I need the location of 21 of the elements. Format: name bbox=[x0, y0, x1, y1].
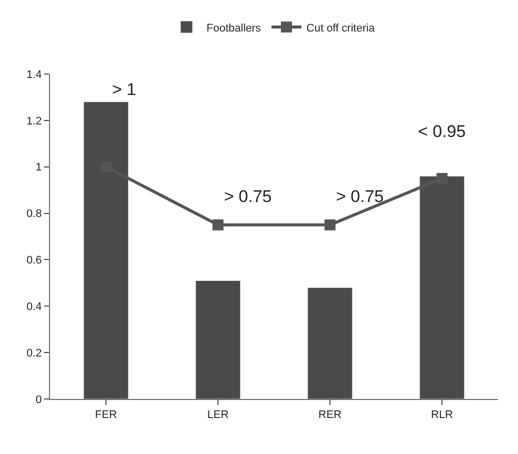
annotation: < 0.95 bbox=[418, 122, 466, 141]
y-tick-label: 0.6 bbox=[26, 254, 42, 267]
point bbox=[436, 172, 448, 184]
x-tick-label: LER bbox=[207, 409, 229, 422]
y-tick-label: 1 bbox=[36, 162, 42, 174]
y-tick-label: 0.2 bbox=[26, 347, 42, 360]
point bbox=[324, 219, 336, 230]
legend-label: Footballers bbox=[206, 22, 262, 34]
y-tick-label: 0 bbox=[36, 394, 42, 406]
annotation: > 0.75 bbox=[336, 187, 384, 206]
y-tick-label: 1.2 bbox=[26, 115, 42, 128]
annotation: > 0.75 bbox=[224, 187, 272, 206]
y-tick-label: 1.4 bbox=[26, 68, 42, 81]
y-tick-label: 0.8 bbox=[26, 208, 42, 220]
x-tick-label: RER bbox=[318, 409, 342, 422]
annotation: > 1 bbox=[112, 80, 136, 99]
point bbox=[212, 219, 224, 230]
x-tick-label: RLR bbox=[430, 409, 454, 422]
x-tick-label: FER bbox=[95, 409, 118, 422]
y-tick-label: 0.4 bbox=[26, 300, 42, 313]
legend-label: Cut off criteria bbox=[306, 22, 376, 34]
